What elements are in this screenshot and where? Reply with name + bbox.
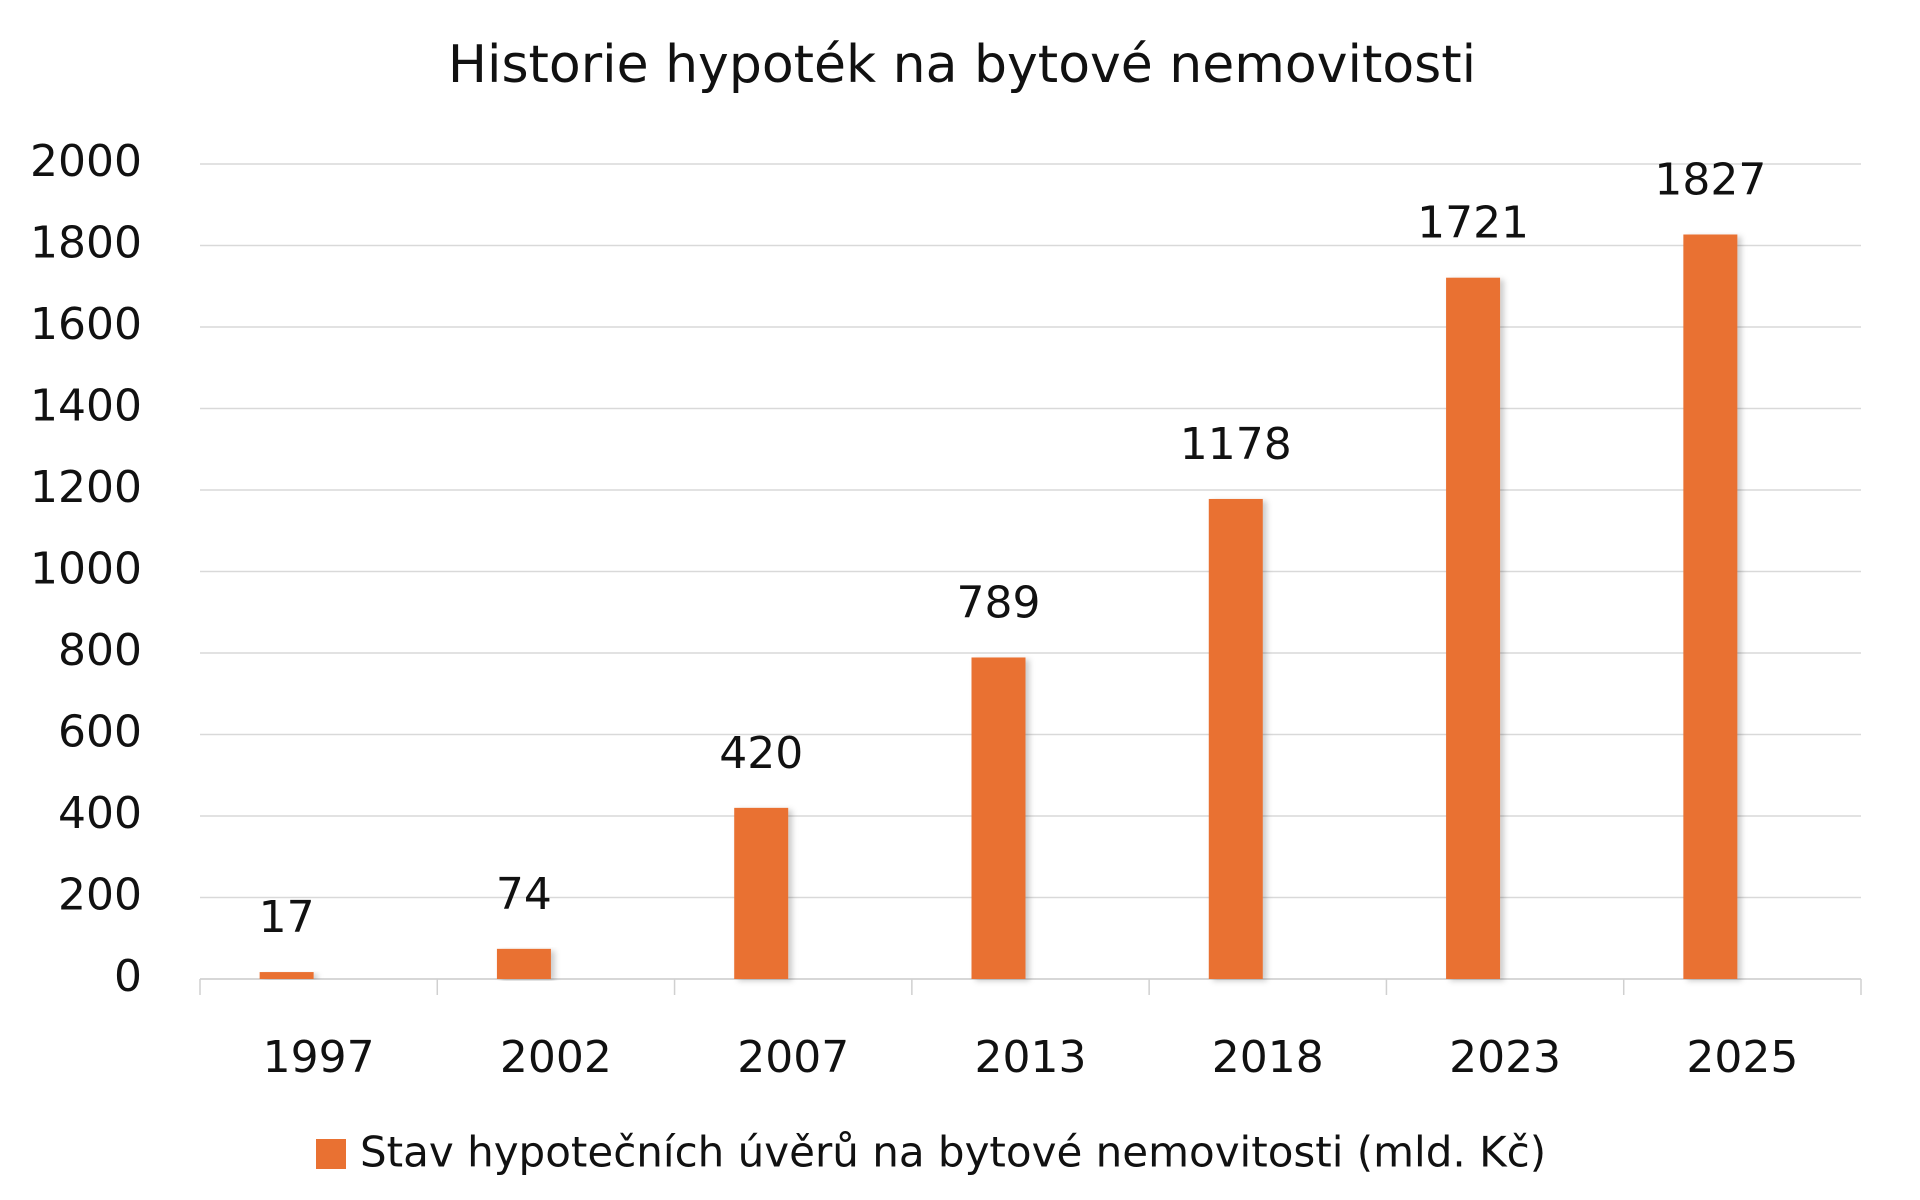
x-tick-label: 2013 — [975, 1032, 1087, 1083]
bar — [1446, 277, 1501, 979]
bar — [971, 657, 1026, 979]
bar — [1683, 234, 1738, 979]
bar — [259, 972, 314, 979]
y-tick-label: 1000 — [30, 544, 142, 595]
data-label: 1178 — [1180, 419, 1292, 470]
y-tick-label: 200 — [58, 870, 142, 921]
y-tick-label: 0 — [114, 951, 142, 1002]
x-tick-label: 2023 — [1449, 1032, 1561, 1083]
x-tick-label: 2002 — [500, 1032, 612, 1083]
y-tick-label: 2000 — [30, 136, 142, 187]
data-label: 74 — [496, 869, 552, 920]
data-label: 1827 — [1654, 154, 1766, 205]
x-tick-label: 1997 — [263, 1032, 375, 1083]
x-tick-label: 2007 — [737, 1032, 849, 1083]
y-tick-label: 400 — [58, 788, 142, 839]
y-tick-label: 600 — [58, 707, 142, 758]
bar — [734, 807, 789, 979]
data-label: 1721 — [1417, 198, 1529, 249]
y-tick-label: 800 — [58, 625, 142, 676]
bar — [1208, 498, 1263, 979]
chart-title: Historie hypoték na bytové nemovitosti — [448, 35, 1476, 95]
y-tick-label: 1200 — [30, 462, 142, 513]
legend-label: Stav hypotečních úvěrů na bytové nemovit… — [360, 1128, 1546, 1177]
x-tick-label: 2018 — [1212, 1032, 1324, 1083]
data-label: 17 — [259, 892, 315, 943]
legend-swatch — [316, 1139, 346, 1169]
data-label: 420 — [719, 728, 803, 779]
y-tick-label: 1400 — [30, 381, 142, 432]
x-tick-label: 2025 — [1686, 1032, 1798, 1083]
bar — [496, 948, 551, 979]
y-tick-label: 1800 — [30, 218, 142, 269]
y-tick-label: 1600 — [30, 299, 142, 350]
data-label: 789 — [957, 577, 1041, 628]
